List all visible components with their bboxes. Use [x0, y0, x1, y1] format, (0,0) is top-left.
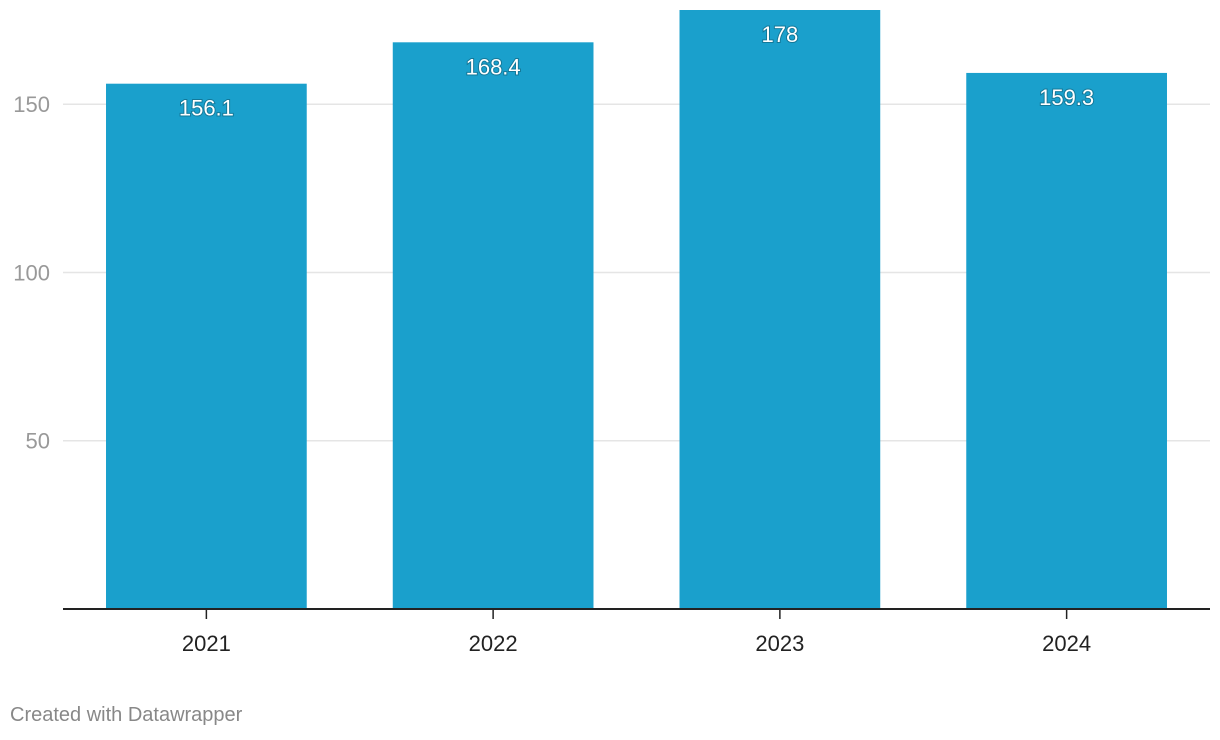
y-tick-label-150: 150 [13, 92, 50, 117]
bar-2021 [106, 83, 307, 609]
value-label-2021: 156.1 [179, 96, 234, 121]
value-label-2022: 168.4 [466, 54, 521, 79]
y-tick-label-100: 100 [13, 260, 50, 285]
x-tick-label-2021: 2021 [182, 631, 231, 656]
bar-2022 [392, 42, 594, 610]
bar-2023 [679, 10, 881, 609]
x-tick-label-2022: 2022 [469, 631, 518, 656]
bars [106, 10, 1167, 610]
datawrapper-credit: Created with Datawrapper [10, 704, 243, 726]
x-tick-label-2023: 2023 [755, 631, 804, 656]
x-axis: 2021 2022 2023 2024 [63, 608, 1210, 656]
bar-2024 [966, 72, 1167, 609]
value-labels: 156.1 168.4 178 159.3 [178, 21, 1095, 122]
value-label-2023: 178 [762, 22, 799, 47]
x-tick-label-2024: 2024 [1042, 631, 1091, 656]
y-tick-label-50: 50 [26, 429, 50, 454]
value-label-2024: 159.3 [1039, 85, 1094, 110]
